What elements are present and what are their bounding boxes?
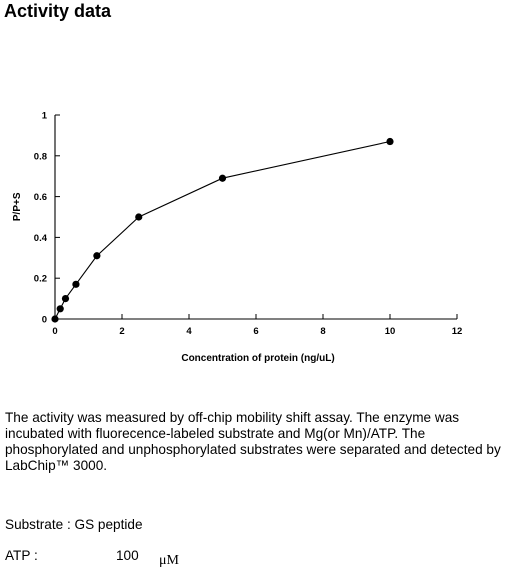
data-point <box>93 252 101 260</box>
data-point <box>386 137 394 146</box>
data-point <box>61 295 70 303</box>
chart-tick-labels: 0 2 4 6 8 10 12 0 0.2 0.4 0.6 0.8 1 <box>34 111 463 338</box>
y-tick-label: 0.8 <box>34 151 47 162</box>
series-line <box>54 140 391 320</box>
data-point <box>72 280 80 288</box>
atp-unit: μM <box>159 553 179 568</box>
activity-chart: 0 2 4 6 8 10 12 0 0.2 0.4 0.6 0.8 1 Concentration of… <box>12 111 463 365</box>
atp-label: ATP : <box>5 548 38 563</box>
y-tick-label: 0 <box>42 315 47 326</box>
x-axis-label: Concentration of protein (ng/uL) <box>181 353 334 364</box>
x-tick-label: 0 <box>52 326 57 337</box>
data-point <box>135 213 143 221</box>
x-tick-label: 6 <box>253 326 258 337</box>
x-tick-label: 10 <box>385 326 396 337</box>
chart-ticks <box>54 114 458 320</box>
data-point <box>56 305 64 313</box>
x-tick-label: 4 <box>186 326 192 337</box>
data-point <box>218 174 227 182</box>
data-point <box>51 315 59 323</box>
description-text: The activity was measured by off-chip mo… <box>5 410 501 473</box>
series-points <box>51 137 394 323</box>
y-tick-label: 0.6 <box>34 192 47 203</box>
y-tick-label: 0.4 <box>34 233 48 244</box>
y-tick-label: 1 <box>42 111 48 122</box>
page-title: Activity data <box>4 1 112 21</box>
atp-value: 100 <box>116 548 139 563</box>
chart-axes <box>54 115 457 320</box>
x-tick-label: 12 <box>452 326 463 337</box>
substrate-text: Substrate : GS peptide <box>5 517 143 532</box>
y-axis-label: P/P+S <box>12 192 23 221</box>
y-tick-label: 0.2 <box>34 274 47 285</box>
x-tick-label: 8 <box>320 326 325 337</box>
x-tick-label: 2 <box>119 326 124 337</box>
